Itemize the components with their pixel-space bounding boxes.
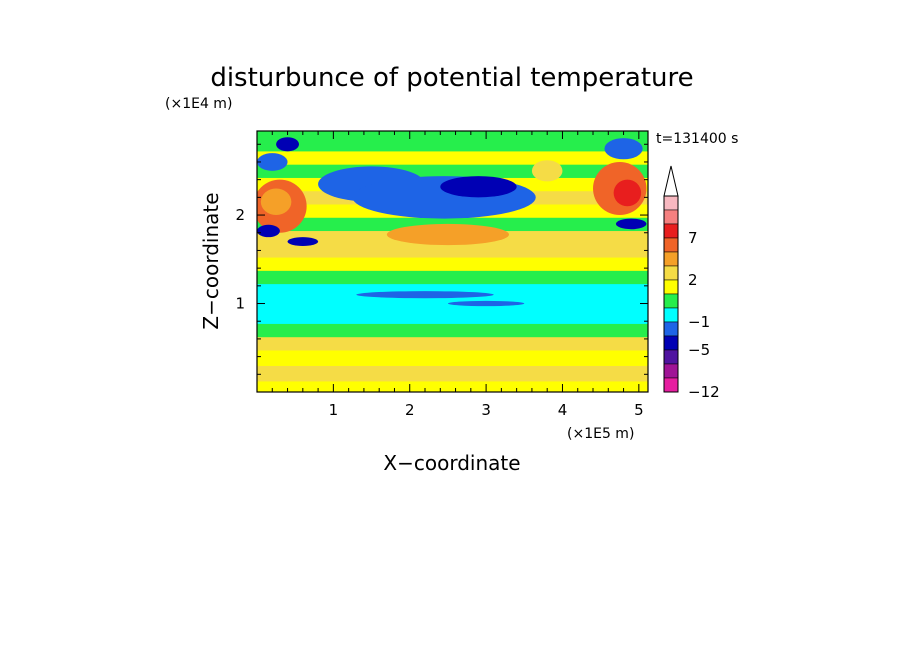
chart-title: disturbunce of potential temperature xyxy=(210,63,693,93)
contour-band xyxy=(257,270,648,285)
time-label: t=131400 s xyxy=(656,131,738,147)
colorbar-swatch xyxy=(663,223,679,239)
contour-feature xyxy=(257,224,280,238)
contour-feature xyxy=(276,137,300,152)
contour-band xyxy=(257,336,648,351)
contour-feature xyxy=(260,188,292,216)
contour-band xyxy=(257,243,648,258)
x-axis-label: X−coordinate xyxy=(383,451,520,475)
colorbar-swatch xyxy=(663,265,679,281)
contour-feature xyxy=(447,300,525,307)
y-tick-label: 1 xyxy=(235,295,245,313)
contour-field xyxy=(257,131,648,392)
x-tick-label: 5 xyxy=(634,401,644,419)
contour-band xyxy=(257,138,648,152)
contour-feature xyxy=(613,179,642,207)
contour-feature xyxy=(386,223,510,246)
contour-feature xyxy=(287,237,319,247)
x-axis-ticks: 1 2 3 4 5 xyxy=(271,131,644,419)
y-tick-label: 2 xyxy=(235,206,245,224)
contour-feature xyxy=(440,176,517,198)
contour-band xyxy=(257,131,648,140)
x-tick-label: 4 xyxy=(558,401,568,419)
x-tick-label: 3 xyxy=(481,401,491,419)
colorbar: 7 2 −1 −5 −12 xyxy=(663,165,720,401)
contour-band xyxy=(257,164,648,178)
contour-band xyxy=(257,380,648,392)
plot-frame xyxy=(256,130,649,393)
y-axis-label: Z−coordinate xyxy=(199,192,223,329)
colorbar-swatch xyxy=(663,209,679,225)
colorbar-tick-label: −12 xyxy=(688,383,720,401)
colorbar-tick-label: 7 xyxy=(688,229,698,247)
colorbar-swatch xyxy=(663,349,679,365)
x-tick-label: 1 xyxy=(329,401,339,419)
contour-feature xyxy=(356,291,494,299)
colorbar-frame xyxy=(663,195,679,393)
colorbar-swatch xyxy=(663,307,679,323)
x-scale-label: (×1E5 m) xyxy=(567,426,634,442)
colorbar-swatch xyxy=(663,335,679,351)
colorbar-swatch xyxy=(663,279,679,295)
colorbar-swatch xyxy=(663,363,679,379)
contour-band xyxy=(257,365,648,382)
colorbar-swatch xyxy=(663,377,679,393)
colorbar-tick-label: −1 xyxy=(688,313,710,331)
colorbar-swatch xyxy=(663,237,679,253)
colorbar-swatch xyxy=(663,293,679,309)
contour-feature xyxy=(531,160,563,182)
contour-band xyxy=(257,283,648,298)
x-tick-label: 2 xyxy=(405,401,415,419)
contour-feature xyxy=(604,138,643,160)
contour-band xyxy=(257,323,648,338)
colorbar-swatch xyxy=(663,195,679,211)
colorbar-extend-triangle xyxy=(663,165,679,197)
y-scale-label: (×1E4 m) xyxy=(165,96,232,112)
contour-band xyxy=(257,150,648,165)
colorbar-tick-label: 2 xyxy=(688,271,698,289)
y-axis-ticks: 12 xyxy=(235,143,648,375)
colorbar-swatch xyxy=(663,321,679,337)
colorbar-swatch xyxy=(663,251,679,267)
contour-feature xyxy=(257,153,288,171)
colorbar-tick-label: −5 xyxy=(688,341,710,359)
contour-band xyxy=(257,310,648,324)
contour-band xyxy=(257,257,648,271)
contour-feature xyxy=(615,218,647,230)
contour-band xyxy=(257,349,648,366)
